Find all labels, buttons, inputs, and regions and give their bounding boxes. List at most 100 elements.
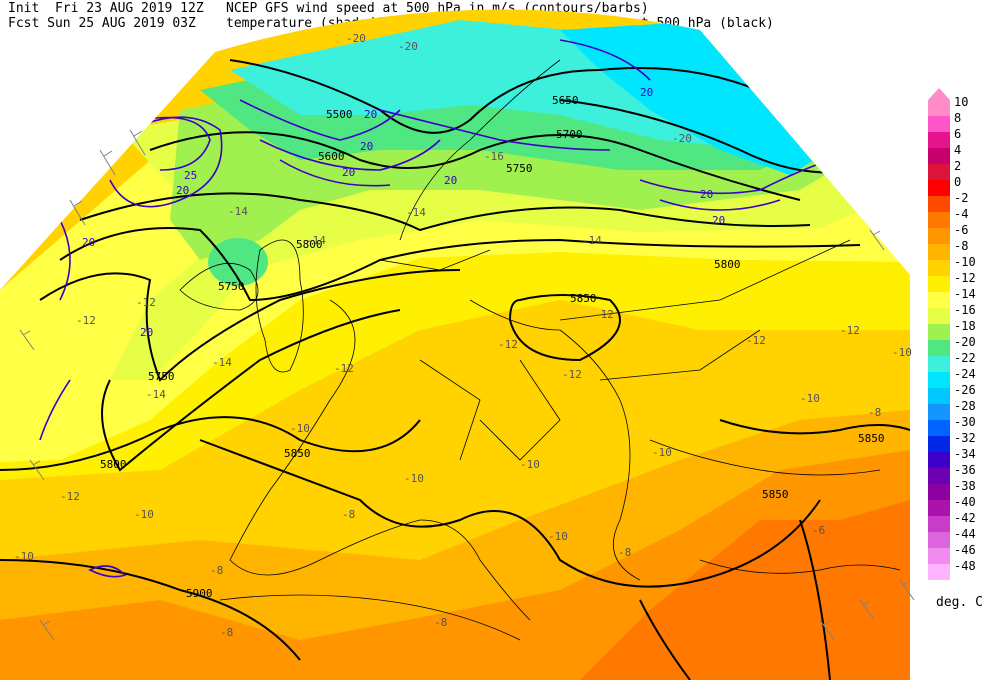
wind-contours [39, 39, 831, 578]
legend-swatch [928, 500, 950, 516]
legend-label: -20 [954, 335, 976, 349]
height-label: 5650 [552, 94, 579, 107]
legend-label: -14 [954, 287, 976, 301]
temp-label: -10 [548, 530, 568, 543]
weather-map: 5500 5600 5650 5700 5750 5750 5750 5800 … [0, 9, 915, 680]
legend-label: -36 [954, 463, 976, 477]
legend-swatch [928, 244, 950, 260]
legend-label: 0 [954, 175, 962, 189]
temp-label: -14 [582, 234, 602, 247]
legend-swatch [928, 452, 950, 468]
legend-swatch [928, 548, 950, 564]
legend-label: -18 [954, 319, 976, 333]
temp-label: -12 [746, 334, 766, 347]
temp-label: -20 [346, 32, 366, 45]
legend-swatch [928, 372, 950, 388]
legend-swatch [928, 468, 950, 484]
height-label: 5500 [326, 108, 353, 121]
legend-swatch [928, 420, 950, 436]
temp-label: -12 [594, 308, 614, 321]
wind-label: 20 [342, 166, 355, 179]
legend-top-arrow [928, 88, 950, 100]
cold-pool [208, 238, 268, 286]
temp-label: -12 [60, 490, 80, 503]
legend-swatch [928, 292, 950, 308]
height-label: 5800 [296, 238, 323, 251]
temp-label: -10 [892, 346, 912, 359]
temp-label: -14 [306, 234, 326, 247]
temp-label: -8 [210, 564, 223, 577]
height-label: 5900 [186, 587, 213, 600]
legend-swatch [928, 196, 950, 212]
temp-label: -12 [76, 314, 96, 327]
legend-label: -34 [954, 447, 976, 461]
legend-swatch [928, 180, 950, 196]
legend-swatch [928, 324, 950, 340]
wind-label: 20 [444, 174, 457, 187]
forecast-time: Fcst Sun 25 AUG 2019 03Z [8, 16, 196, 31]
legend-swatch [928, 388, 950, 404]
height-label: 5750 [218, 280, 245, 293]
height-label: 5800 [100, 458, 127, 471]
legend-swatch [928, 100, 950, 116]
legend-label: -32 [954, 431, 976, 445]
temp-band-minus4 [580, 500, 910, 680]
legend-label: 10 [954, 95, 969, 109]
temp-label: -6 [812, 524, 825, 537]
temp-label: -10 [14, 550, 34, 563]
legend-swatch [928, 116, 950, 132]
legend-swatch [928, 564, 950, 580]
temp-band-minus24 [560, 20, 830, 175]
height-label-group: 5500 5600 5650 5700 5750 5750 5750 5800 … [100, 94, 885, 600]
legend-swatch [928, 212, 950, 228]
legend-label: -6 [954, 223, 969, 237]
temp-label: -10 [652, 446, 672, 459]
height-label: 5700 [556, 128, 583, 141]
temp-label: -8 [342, 508, 355, 521]
legend-label: 8 [954, 111, 962, 125]
legend-label: -10 [954, 255, 976, 269]
legend-swatch [928, 484, 950, 500]
height-label: 5750 [148, 370, 175, 383]
legend-label: -4 [954, 207, 969, 221]
temp-label: -8 [434, 616, 447, 629]
legend-swatch [928, 356, 950, 372]
height-label: 5850 [858, 432, 885, 445]
temp-label: -16 [484, 150, 504, 163]
wind-label: 20 [700, 188, 713, 201]
temp-label-group: -20 -20 -20 -16 -14 -14 -14 -12 -14 -12 … [14, 32, 912, 639]
temp-label: -12 [840, 324, 860, 337]
legend-label: -46 [954, 543, 976, 557]
temp-label: -12 [136, 296, 156, 309]
height-label: 5850 [762, 488, 789, 501]
legend-swatch [928, 404, 950, 420]
temp-label: -10 [520, 458, 540, 471]
wind-label: 20 [140, 326, 153, 339]
coastlines [179, 59, 901, 641]
legend-swatch [928, 308, 950, 324]
legend-label: 2 [954, 159, 962, 173]
temp-label: -14 [212, 356, 232, 369]
legend-label: -16 [954, 303, 976, 317]
height-label: 5850 [284, 447, 311, 460]
wind-label: 20 [360, 140, 373, 153]
legend-label: 6 [954, 127, 962, 141]
temp-label: -10 [290, 422, 310, 435]
wind-barbs [19, 129, 915, 641]
legend-label: -30 [954, 415, 976, 429]
legend-label: 4 [954, 143, 962, 157]
legend-swatch [928, 436, 950, 452]
legend-swatch [928, 132, 950, 148]
legend-swatch [928, 276, 950, 292]
wind-label: 20 [82, 236, 95, 249]
temp-label: -10 [404, 472, 424, 485]
temp-label: -8 [618, 546, 631, 559]
temp-label: -14 [406, 206, 426, 219]
temp-label: -20 [672, 132, 692, 145]
wind-label: 25 [184, 169, 197, 182]
legend-swatch [928, 148, 950, 164]
wind-label: 20 [364, 108, 377, 121]
legend-label: -44 [954, 527, 976, 541]
wind-label-group: 20 20 20 20 20 20 25 20 20 20 20 [82, 86, 725, 339]
temp-label: -8 [220, 626, 233, 639]
